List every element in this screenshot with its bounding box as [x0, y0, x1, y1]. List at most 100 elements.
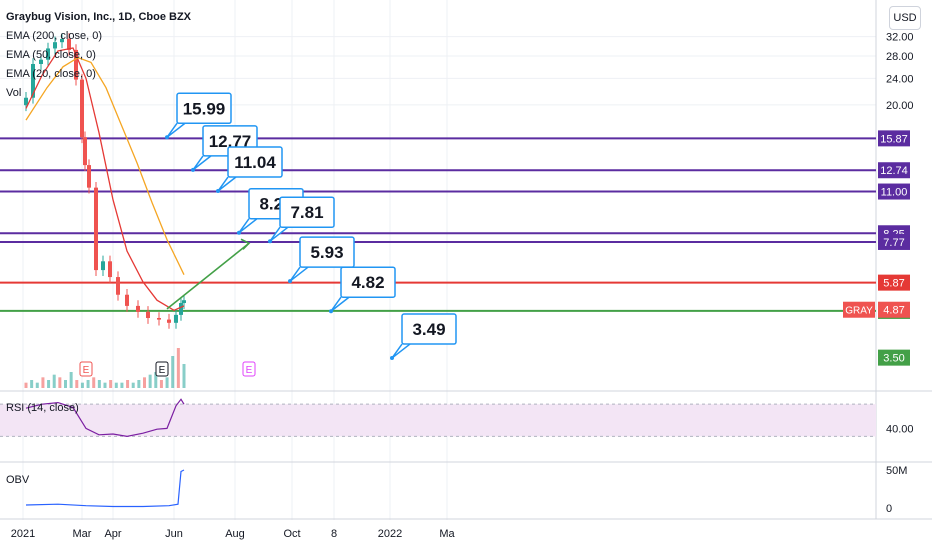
volume-bar — [35, 382, 39, 388]
candle-body — [60, 38, 64, 43]
candle-body — [46, 48, 50, 60]
current-price-tag — [878, 301, 910, 318]
volume-bar — [137, 380, 141, 388]
volume-bar — [131, 382, 135, 388]
callout-box — [299, 236, 355, 268]
callout-anchor — [237, 230, 241, 235]
volume-bar — [103, 382, 107, 388]
obv-title: OBV — [6, 474, 30, 486]
callout-anchor — [268, 239, 272, 244]
rsi-title: RSI (14, close) — [6, 402, 79, 414]
legend-ema20[interactable]: EMA (20, close, 0) — [6, 68, 96, 80]
candle-body — [53, 42, 57, 49]
trend-arrow-head — [240, 238, 251, 250]
time-tick-label: Mar — [73, 528, 92, 540]
callout-label: 12.77 — [209, 132, 252, 151]
callout-label: 4.82 — [351, 273, 384, 292]
volume-bar — [86, 380, 90, 388]
level-tag — [878, 349, 910, 366]
candle-body — [174, 314, 178, 323]
current-price-label: 4.87 — [883, 305, 904, 317]
callout-box — [227, 146, 283, 178]
callout-label: 15.99 — [183, 99, 226, 118]
legend-ema50[interactable]: EMA (50, close, 0) — [6, 49, 96, 61]
volume-bar — [58, 377, 62, 388]
earnings-label: E — [159, 365, 166, 376]
level-tag — [878, 233, 910, 250]
volume-bar — [171, 356, 175, 388]
volume-bar — [109, 380, 113, 388]
earnings-label: E — [246, 365, 253, 376]
volume-bar — [30, 380, 34, 388]
candle-body — [74, 49, 78, 80]
volume-bar — [80, 382, 84, 388]
callout-box — [176, 92, 232, 125]
time-tick-label: Aug — [225, 528, 245, 540]
callout-label: 11.04 — [234, 153, 276, 172]
callout-anchor — [216, 189, 220, 194]
price-tick-label: 32.00 — [886, 32, 914, 44]
volume-bar — [24, 382, 28, 388]
callout-anchor — [165, 135, 169, 140]
candle-body — [136, 305, 140, 312]
time-tick-label: Ma — [439, 528, 455, 540]
callout-box — [340, 266, 396, 298]
candle-body — [39, 59, 43, 65]
level-tag-label: 3.50 — [883, 353, 904, 365]
rsi-line — [25, 398, 185, 438]
callout-box — [279, 196, 335, 228]
obv-axis-label: 50M — [886, 465, 907, 477]
candle-body — [179, 303, 183, 315]
volume-bar — [126, 380, 130, 388]
volume-bar — [159, 380, 163, 388]
trend-arrow — [166, 242, 250, 310]
candle-body — [67, 38, 71, 50]
legend-vol[interactable]: Vol — [6, 87, 22, 99]
level-tag-label: 7.77 — [883, 237, 904, 249]
level-tag-label: 12.74 — [880, 165, 908, 177]
currency-button[interactable]: USD — [889, 6, 921, 30]
legend-ema200[interactable]: EMA (200, close, 0) — [6, 30, 102, 42]
symbol-tag — [843, 301, 875, 318]
volume-bar — [41, 377, 45, 388]
level-tag — [878, 130, 910, 147]
time-tick-label: 2022 — [378, 528, 402, 540]
volume-bar — [47, 380, 51, 388]
level-tag-label: 15.87 — [880, 133, 908, 145]
symbol-title: Graybug Vision, Inc., 1D, Cboe BZX — [6, 11, 191, 23]
symbol-tag-label: GRAY — [845, 306, 873, 317]
callout-box — [401, 313, 457, 345]
time-tick-label: Jun — [165, 528, 183, 540]
volume-bar — [64, 380, 67, 388]
level-tag — [878, 183, 910, 200]
price-tick-label: 28.00 — [886, 51, 914, 63]
candle-body — [125, 294, 129, 306]
volume-bar — [165, 377, 169, 388]
candle-body — [80, 79, 84, 138]
level-tag-label: 11.00 — [881, 187, 908, 199]
candle-body — [157, 317, 161, 320]
volume-bar — [97, 380, 101, 388]
volume-bar — [120, 382, 124, 388]
volume-bar — [182, 364, 186, 388]
time-tick-label: 2021 — [11, 528, 35, 540]
candle-body — [167, 319, 171, 323]
candle-body — [83, 137, 87, 166]
earnings-marker — [242, 361, 256, 377]
time-tick-label: 8 — [331, 528, 337, 540]
candle-body — [116, 277, 120, 295]
volume-bar — [52, 374, 56, 388]
candle-body — [101, 261, 105, 271]
level-tag — [878, 162, 910, 179]
earnings-marker — [155, 361, 169, 377]
volume-bar — [148, 374, 152, 388]
candle-body — [31, 64, 35, 98]
time-tick-label: Oct — [283, 528, 300, 540]
volume-bar — [143, 377, 146, 388]
time-tick-label: Apr — [104, 528, 121, 540]
volume-bar — [154, 372, 158, 388]
level-tag — [878, 274, 910, 291]
obv-axis-label: 0 — [886, 503, 892, 515]
candle-body — [94, 187, 98, 271]
